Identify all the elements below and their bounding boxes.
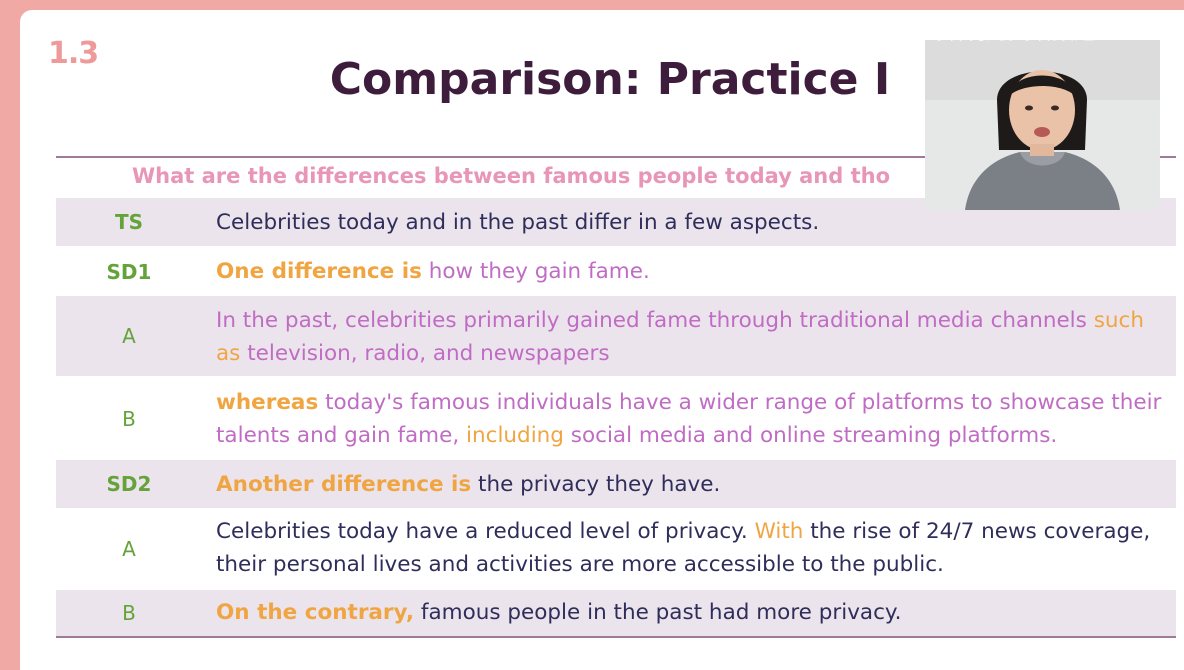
row-code: SD1 xyxy=(106,260,152,284)
presenter-video-frame xyxy=(925,40,1160,210)
text-segment: how they gain fame. xyxy=(421,259,650,284)
text-segment: Another difference is xyxy=(216,472,472,497)
bottom-rule xyxy=(56,636,1176,638)
row-sd1-a: A In the past, celebrities primarily gai… xyxy=(56,296,1176,376)
row-code: B xyxy=(122,601,136,625)
row-code: B xyxy=(122,407,136,431)
text-segment: today's famous individuals have a wider … xyxy=(216,390,1162,448)
row-text: Celebrities today and in the past differ… xyxy=(216,206,1166,239)
text-segment: including xyxy=(466,423,564,448)
channel-watermark: 英语莉的英语频道 xyxy=(920,20,1097,45)
row-text: One difference is how they gain fame. xyxy=(216,255,1166,288)
text-segment: the privacy they have. xyxy=(471,472,721,497)
slide-title: Comparison: Practice I xyxy=(329,54,891,105)
row-sd1: SD1 One difference is how they gain fame… xyxy=(56,248,1176,294)
text-segment: One difference is xyxy=(216,259,422,284)
row-sd2: SD2 Another difference is the privacy th… xyxy=(56,460,1176,508)
row-code: SD2 xyxy=(106,472,152,496)
text-segment: On the contrary, xyxy=(216,600,415,625)
text-segment: the rise of 24/7 news coverage, their pe… xyxy=(216,519,1151,577)
presenter-webcam xyxy=(925,40,1160,210)
slide-number: 1.3 xyxy=(48,36,99,71)
text-segment: Celebrities today and in the past differ… xyxy=(216,210,820,235)
row-code: A xyxy=(122,324,136,348)
row-text: Another difference is the privacy they h… xyxy=(216,468,1166,501)
text-segment: such as xyxy=(216,308,1144,366)
row-text: whereas today's famous individuals have … xyxy=(216,386,1166,452)
text-segment: Celebrities today have a reduced level o… xyxy=(216,519,755,544)
text-segment: With xyxy=(754,519,804,544)
text-segment: In the past, celebrities primarily gaine… xyxy=(216,308,1094,333)
text-segment: famous people in the past had more priva… xyxy=(414,600,902,625)
row-text: In the past, celebrities primarily gaine… xyxy=(216,304,1166,370)
row-sd2-a: A Celebrities today have a reduced level… xyxy=(56,510,1176,590)
text-segment: television, radio, and newspapers xyxy=(240,341,610,366)
question: What are the differences between famous … xyxy=(132,164,891,188)
row-sd1-b: B whereas today's famous individuals hav… xyxy=(56,378,1176,460)
text-segment: social media and online streaming platfo… xyxy=(563,423,1058,448)
row-sd2-b: B On the contrary, famous people in the … xyxy=(56,590,1176,636)
text-segment: whereas xyxy=(216,390,319,415)
row-code: A xyxy=(122,537,136,561)
top-rule xyxy=(56,156,1176,158)
row-text: On the contrary, famous people in the pa… xyxy=(216,596,1166,629)
row-code: TS xyxy=(114,210,144,234)
row-text: Celebrities today have a reduced level o… xyxy=(216,515,1166,581)
